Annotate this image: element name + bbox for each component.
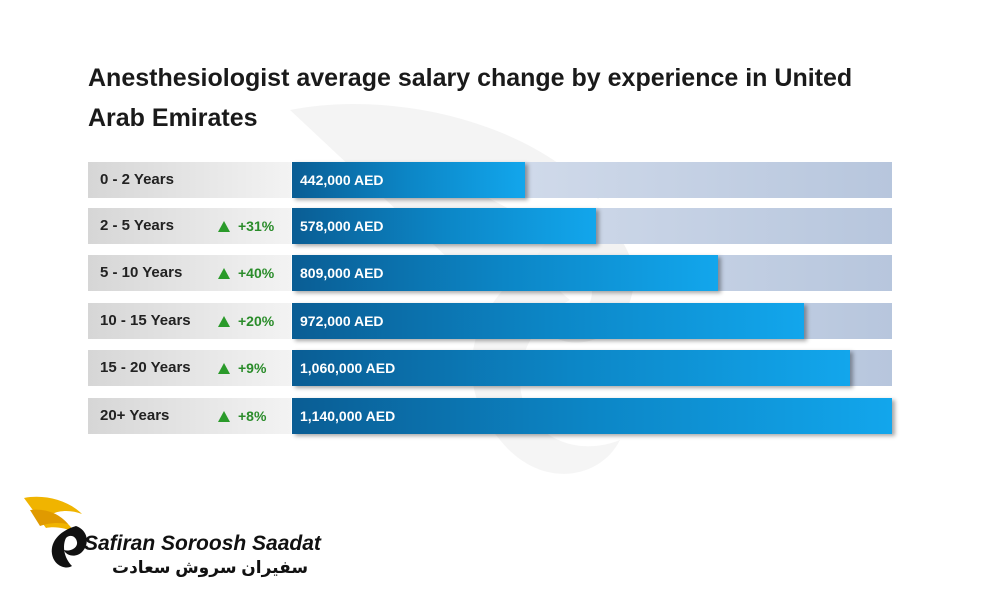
chart-row: 0 - 2 Years 442,000 AED (88, 162, 892, 198)
bar-value-label: 578,000 AED (300, 218, 384, 234)
category-label: 10 - 15 Years (100, 312, 191, 329)
triangle-up-icon (218, 268, 230, 279)
category-label: 20+ Years (100, 407, 170, 424)
brand-block: Safiran Soroosh Saadat سفیران سروش سعادت (22, 492, 321, 582)
chart-row: 2 - 5 Years +31% 578,000 AED (88, 208, 892, 244)
bar-value-label: 972,000 AED (300, 313, 384, 329)
salary-bar: 1,140,000 AED (292, 398, 892, 434)
bar-track: 1,140,000 AED (292, 398, 892, 434)
category-cell: 5 - 10 Years +40% (88, 255, 291, 291)
chart-title: Anesthesiologist average salary change b… (88, 64, 853, 132)
bar-track: 1,060,000 AED (292, 350, 892, 386)
chart-row: 20+ Years +8% 1,140,000 AED (88, 398, 892, 434)
change-indicator: +9% (218, 350, 266, 386)
bar-value-label: 809,000 AED (300, 265, 384, 281)
change-indicator: +20% (218, 303, 274, 339)
category-cell: 20+ Years +8% (88, 398, 291, 434)
salary-bar-chart: 0 - 2 Years 442,000 AED 2 - 5 Years +31% 578… (88, 162, 892, 436)
change-percent: +8% (238, 408, 267, 424)
bar-track: 442,000 AED (292, 162, 892, 198)
change-indicator: +8% (218, 398, 266, 434)
category-cell: 0 - 2 Years (88, 162, 291, 198)
brand-name-english: Safiran Soroosh Saadat (84, 532, 321, 555)
bar-track: 578,000 AED (292, 208, 892, 244)
salary-bar: 578,000 AED (292, 208, 596, 244)
category-cell: 10 - 15 Years +20% (88, 303, 291, 339)
bar-value-label: 442,000 AED (300, 172, 384, 188)
chart-row: 5 - 10 Years +40% 809,000 AED (88, 255, 892, 291)
triangle-up-icon (218, 316, 230, 327)
triangle-up-icon (218, 221, 230, 232)
category-cell: 2 - 5 Years +31% (88, 208, 291, 244)
category-label: 2 - 5 Years (100, 217, 174, 234)
bar-value-label: 1,140,000 AED (300, 408, 396, 424)
triangle-up-icon (218, 363, 230, 374)
wing-logo-icon (24, 496, 87, 568)
triangle-up-icon (218, 411, 230, 422)
salary-bar: 972,000 AED (292, 303, 804, 339)
bar-value-label: 1,060,000 AED (300, 360, 396, 376)
chart-row: 10 - 15 Years +20% 972,000 AED (88, 303, 892, 339)
category-label: 0 - 2 Years (100, 171, 174, 188)
chart-row: 15 - 20 Years +9% 1,060,000 AED (88, 350, 892, 386)
salary-bar: 1,060,000 AED (292, 350, 850, 386)
bar-track: 972,000 AED (292, 303, 892, 339)
bar-track: 809,000 AED (292, 255, 892, 291)
category-cell: 15 - 20 Years +9% (88, 350, 291, 386)
change-percent: +31% (238, 218, 275, 234)
salary-bar: 442,000 AED (292, 162, 525, 198)
category-label: 5 - 10 Years (100, 264, 183, 281)
change-percent: +20% (238, 313, 275, 329)
category-label: 15 - 20 Years (100, 359, 191, 376)
brand-name-persian: سفیران سروش سعادت (112, 558, 309, 577)
change-indicator: +40% (218, 255, 274, 291)
salary-bar: 809,000 AED (292, 255, 718, 291)
change-percent: +9% (238, 360, 267, 376)
change-percent: +40% (238, 265, 275, 281)
change-indicator: +31% (218, 208, 274, 244)
